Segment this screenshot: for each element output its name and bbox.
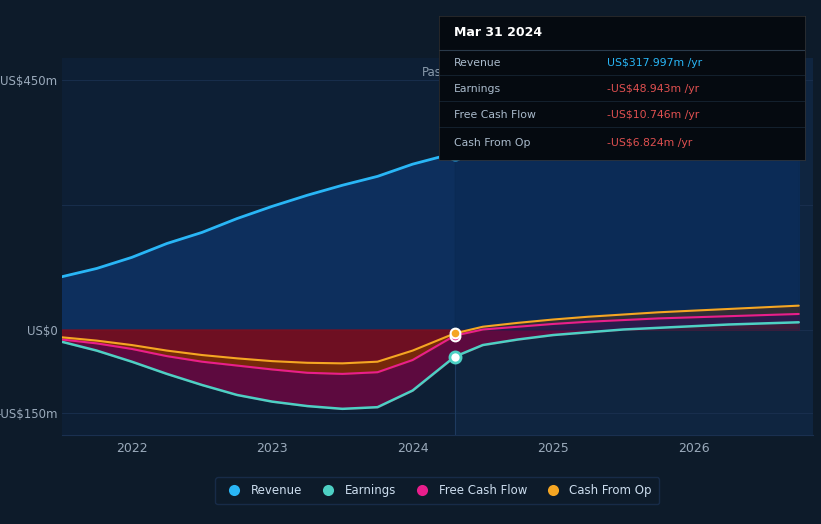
Text: Analysts Forecasts: Analysts Forecasts [463,66,573,79]
Text: Revenue: Revenue [454,58,502,68]
Text: Cash From Op: Cash From Op [454,137,530,148]
Text: Free Cash Flow: Free Cash Flow [454,110,536,120]
Bar [455,58,813,435]
Text: Mar 31 2024: Mar 31 2024 [454,26,542,39]
Text: US$317.997m /yr: US$317.997m /yr [608,58,703,68]
Legend: Revenue, Earnings, Free Cash Flow, Cash From Op: Revenue, Earnings, Free Cash Flow, Cash … [215,477,659,505]
Text: Past: Past [422,66,447,79]
Text: Earnings: Earnings [454,84,501,94]
Text: -US$6.824m /yr: -US$6.824m /yr [608,137,693,148]
Text: -US$10.746m /yr: -US$10.746m /yr [608,110,699,120]
Text: -US$48.943m /yr: -US$48.943m /yr [608,84,699,94]
